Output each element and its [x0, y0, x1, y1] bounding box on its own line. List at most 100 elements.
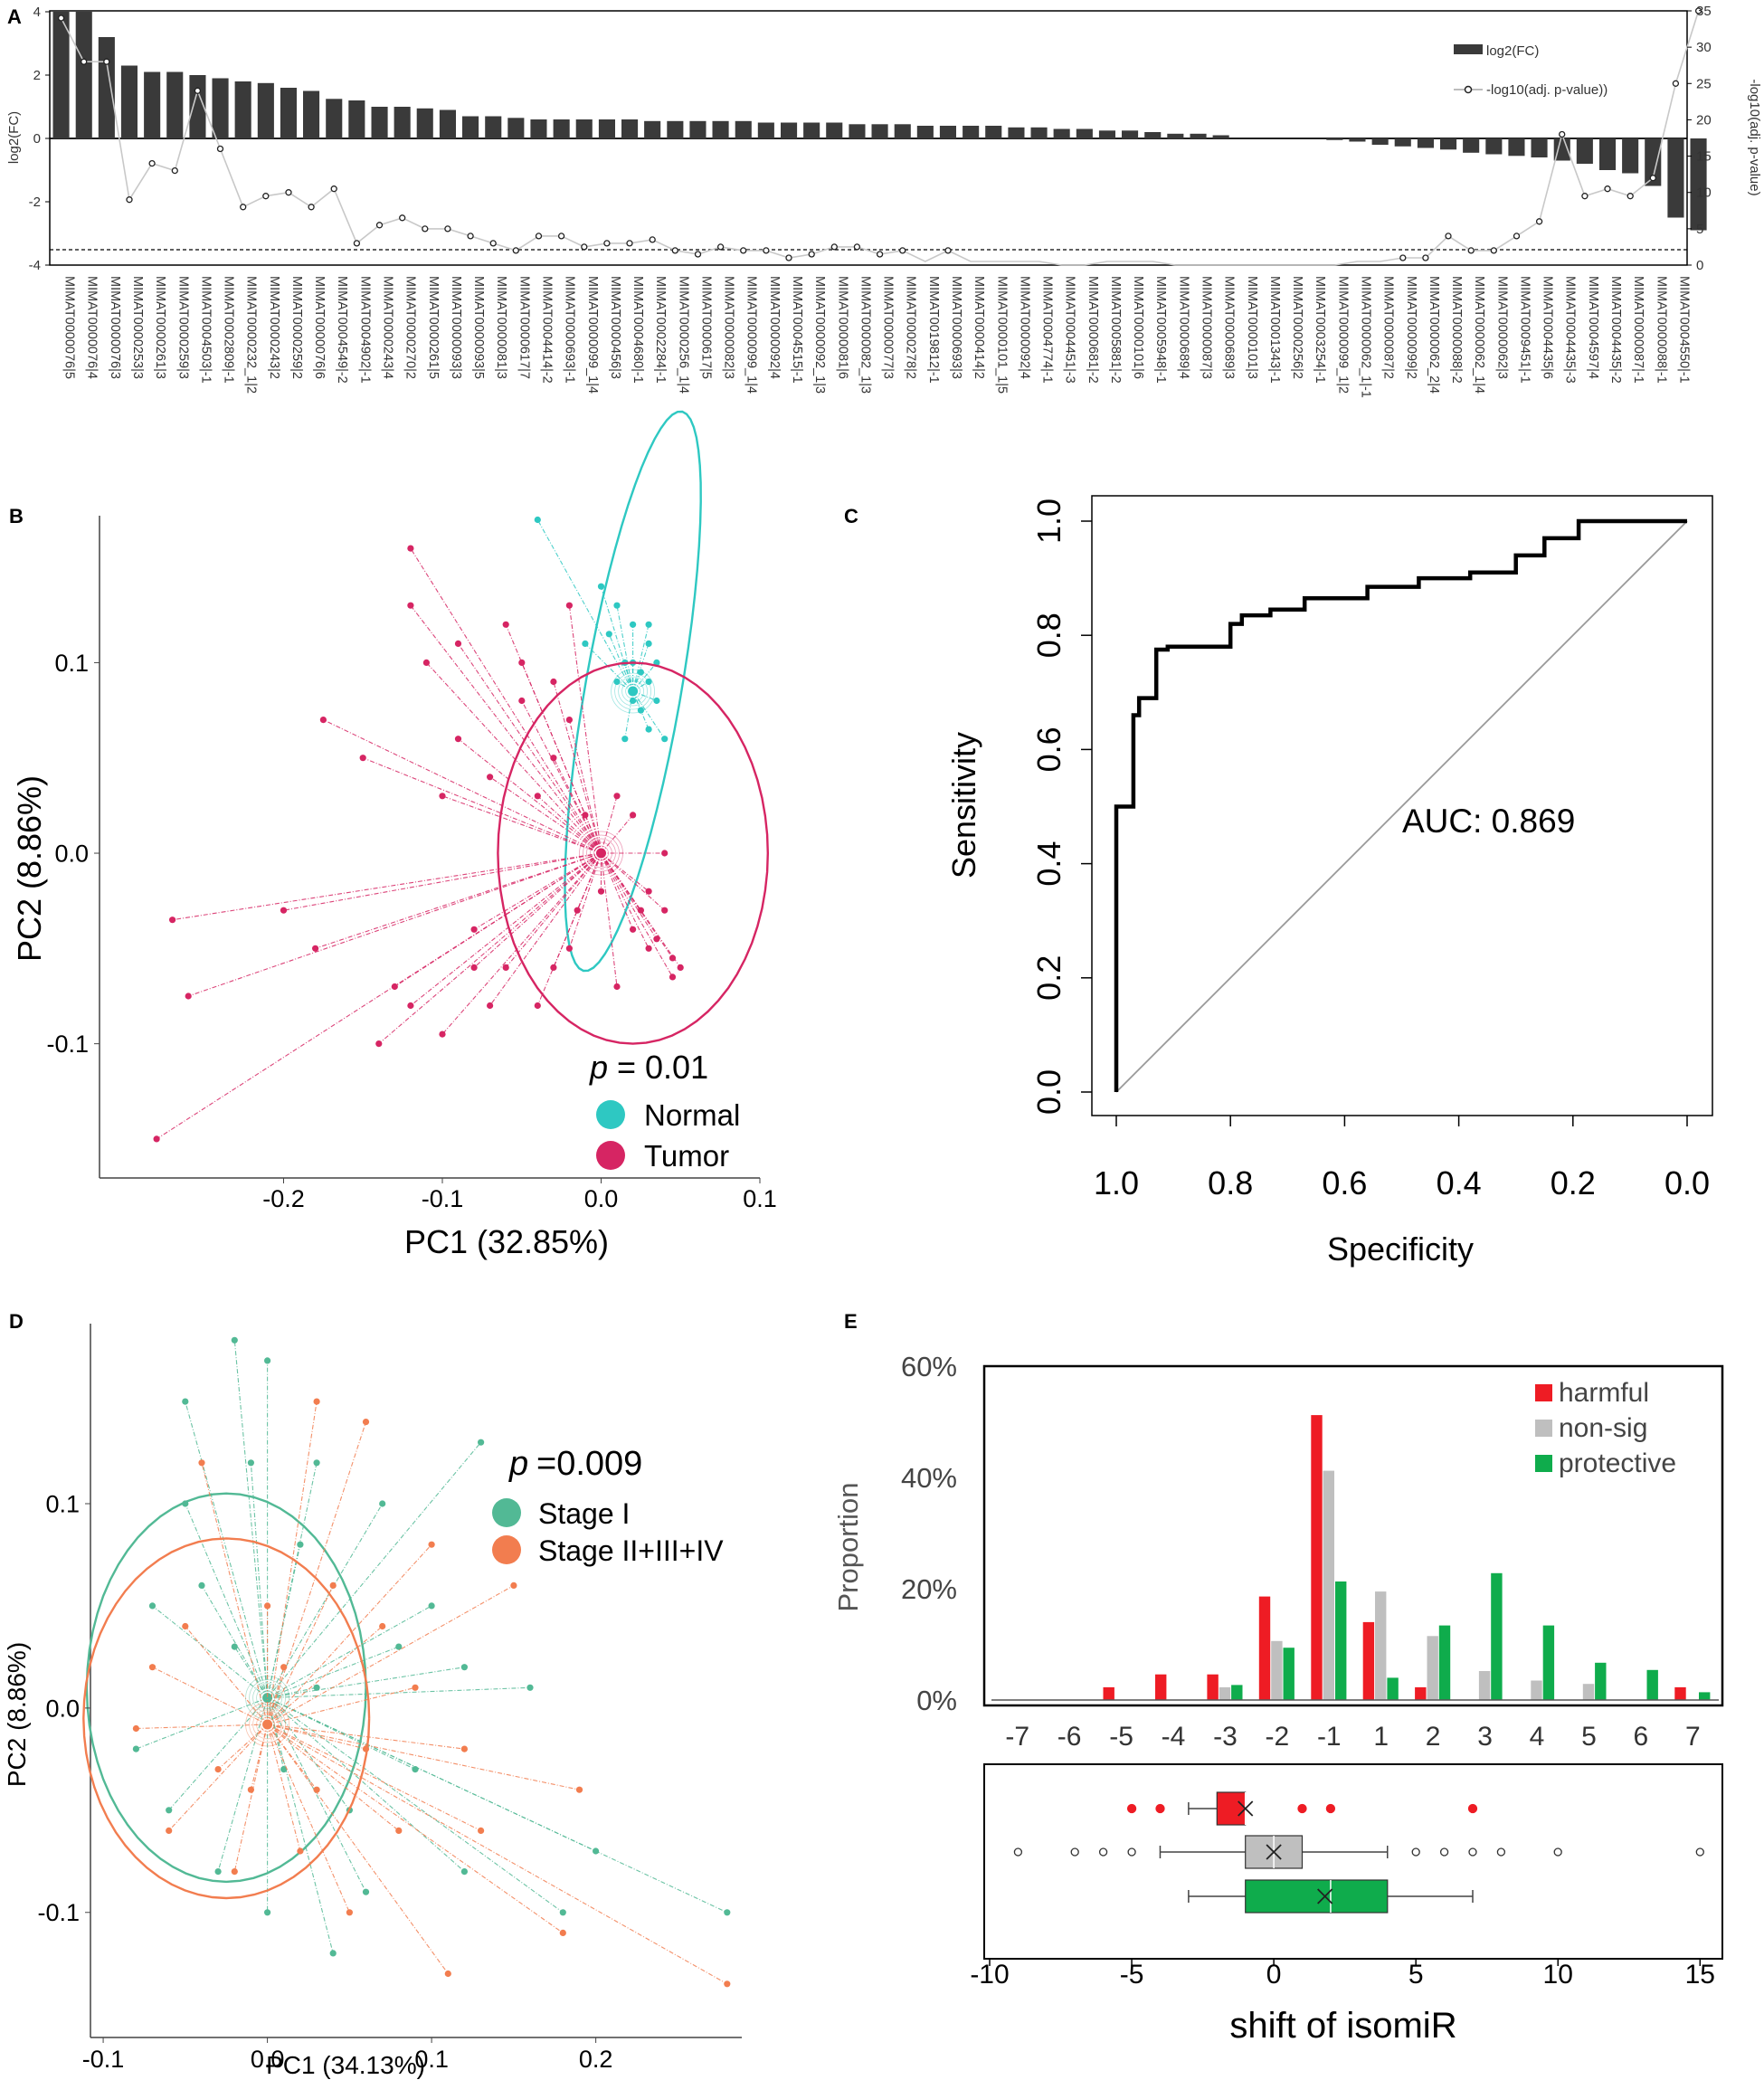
panel-a-category-label: MIMAT0000256_1|4: [676, 276, 690, 394]
panel-a-pvalue-point: [808, 251, 815, 258]
panel-d-spoke: [267, 1667, 285, 1725]
panel-b-point: [661, 736, 669, 743]
panel-d-spoke: [267, 1584, 515, 1725]
panel-b-point: [669, 955, 677, 962]
panel-e-ylabel: Proportion: [832, 1482, 864, 1611]
panel-d-point: [297, 1847, 304, 1855]
panel-d-point: [231, 1868, 238, 1876]
panel-a-category-label: MIMAT0000076|6: [312, 276, 327, 379]
panel-a-category-label: MIMAT0004435|-3: [1563, 276, 1578, 384]
panel-c-roc-curve: [1114, 518, 1687, 1092]
panel-b-point: [582, 812, 589, 819]
panel-a-fc-bar: [189, 75, 206, 138]
panel-d-xlabel: PC1 (34.13%): [266, 2051, 425, 2079]
panel-a-category-label: MIMAT0000082_1|3: [858, 276, 872, 394]
panel-a-pvalue-point: [375, 222, 384, 229]
panel-a-fc-bar: [871, 124, 888, 139]
panel-d-spoke: [267, 1724, 400, 1831]
panel-b-spoke: [632, 662, 658, 692]
panel-e-bar-category-label: -3: [1213, 1722, 1238, 1752]
panel-b-spoke: [315, 852, 602, 949]
panel-d-legend-stage1-label: Stage I: [538, 1497, 630, 1530]
panel-e-box-outlier: [1070, 1847, 1079, 1857]
panel-a-pvalue-point: [330, 185, 337, 193]
panel-a-category-label: MIMAT0004414|-2: [540, 276, 555, 384]
panel-e-bar-category-label: -1: [1317, 1722, 1342, 1752]
panel-a-pvalue-point: [557, 233, 565, 240]
panel-b-point: [439, 793, 446, 800]
panel-a-pvalue-point: [740, 247, 747, 254]
panel-b-point: [470, 926, 478, 933]
panel-b-centroid-ring: [583, 834, 620, 872]
panel-b-point: [407, 602, 414, 609]
panel-e-xlabel: shift of isomiR: [1229, 2006, 1456, 2046]
panel-a-fc-bar: [757, 122, 774, 138]
panel-b-spoke: [410, 604, 602, 854]
panel-d-spoke: [267, 1401, 318, 1725]
panel-b-point: [312, 945, 319, 952]
panel-a-pvalue-point: [171, 166, 178, 175]
panel-a-fc-bar: [894, 124, 911, 139]
panel-d-point: [182, 1398, 189, 1405]
panel-a-fc-bar: [1463, 138, 1480, 153]
panel-a-pvalue-point: [422, 225, 429, 233]
panel-d-point: [478, 1827, 485, 1834]
panel-d-point: [362, 1419, 370, 1426]
panel-b-ellipse: [497, 661, 769, 1045]
panel-a-pvalue-point: [1672, 80, 1680, 87]
panel-a-category-label: MIMAT0000617|7: [517, 276, 531, 379]
panel-d-spoke: [267, 1626, 384, 1725]
panel-a-pvalue-point: [830, 243, 838, 251]
panel-b-p-value: = 0.01: [617, 1049, 708, 1086]
panel-b-xtick-label: -0.1: [422, 1185, 464, 1212]
panel-d-point: [395, 1643, 403, 1650]
panel-d-spoke: [152, 1667, 268, 1725]
panel-d-spoke: [233, 1340, 269, 1698]
panel-c-xtick-label: 1.0: [1094, 1164, 1139, 1201]
panel-b-spoke: [600, 852, 618, 987]
panel-b-point: [597, 888, 605, 895]
panel-b-centroid-ring: [611, 669, 655, 714]
panel-e-ytick-label: 0%: [916, 1685, 957, 1716]
panel-a-y2tick-label: 15: [1696, 149, 1712, 165]
panel-a-y2tick-label: 0: [1696, 258, 1703, 273]
panel-e-bar-harmful: [1258, 1596, 1271, 1700]
panel-b-xtick-label: 0.1: [743, 1185, 777, 1212]
panel-a-fc-bar: [166, 71, 184, 138]
panel-a-pvalue-point: [763, 247, 770, 254]
panel-a-fc-bar: [644, 120, 661, 139]
panel-e-box-outlier: [1496, 1847, 1506, 1857]
panel-e-legend-nonsig-swatch: [1535, 1420, 1552, 1437]
panel-a-category-label: MIMAT0000092|4: [1017, 276, 1031, 379]
panel-a-category-label: MIMAT0004549|-2: [335, 276, 349, 384]
panel-d-p-symbol: p: [508, 1445, 528, 1483]
panel-a-pvalue-point: [1535, 218, 1543, 225]
panel-d-point: [280, 1766, 288, 1773]
panel-d-spoke: [267, 1724, 449, 1974]
panel-d-point: [264, 1357, 271, 1364]
panel-d-ytick-label: 0.1: [45, 1490, 80, 1517]
panel-b-spoke: [568, 605, 602, 854]
panel-d-spoke: [267, 1686, 531, 1699]
panel-b-centroid: [627, 685, 640, 698]
panel-a-fc-bar: [371, 107, 388, 138]
panel-d-spoke: [267, 1724, 350, 1914]
panel-a-fc-bar: [1076, 128, 1093, 138]
panel-c-ytick-label: 0.0: [1030, 1069, 1067, 1115]
panel-d-point: [182, 1622, 189, 1630]
panel-a-fc-bar: [120, 65, 138, 138]
panel-e-box-outlier: [1127, 1847, 1136, 1857]
panel-a-category-label: MIMAT0000092_1|3: [812, 276, 827, 394]
panel-b-point: [518, 659, 526, 667]
panel-a-category-label: MIMAT0000681|-2: [1086, 276, 1100, 384]
panel-e-bar-non-sig: [1531, 1680, 1542, 1700]
panel-a-legend-line-label: -log10(adj. p-value)): [1486, 82, 1608, 98]
panel-a-fc-bar: [849, 124, 866, 139]
panel-d-spoke: [267, 1686, 318, 1699]
panel-b-spoke: [632, 624, 650, 692]
panel-a-y2tick-label: 5: [1696, 222, 1703, 237]
panel-e-bar-category-label: 1: [1373, 1722, 1389, 1752]
panel-a-pvalue-point: [1559, 130, 1566, 138]
panel-d-spoke: [267, 1543, 432, 1725]
panel-d-spoke: [267, 1697, 334, 1954]
